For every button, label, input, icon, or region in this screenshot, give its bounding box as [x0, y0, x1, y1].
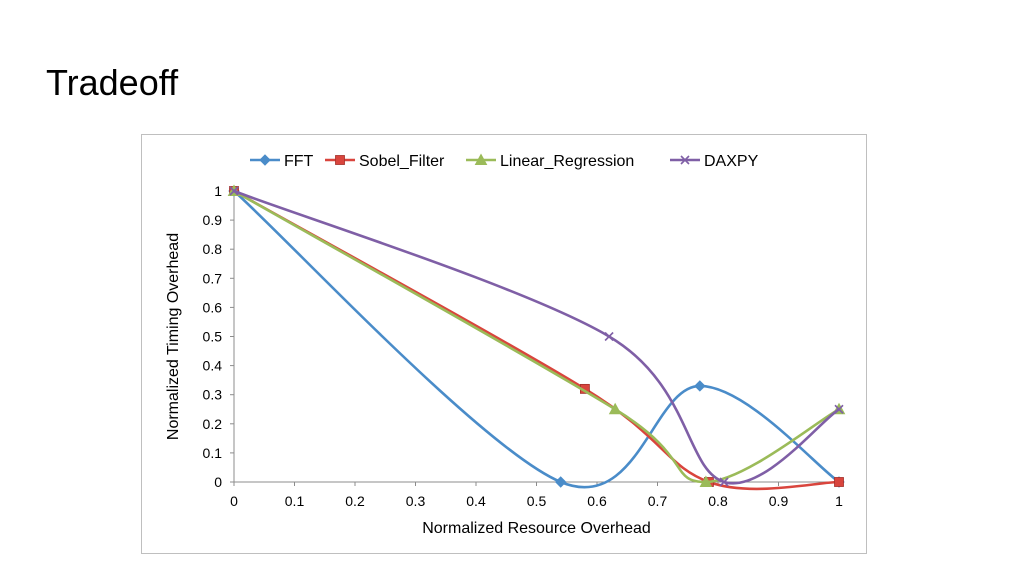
y-tick-label: 0.9: [203, 212, 223, 228]
legend-marker: [335, 155, 345, 165]
legend-item: FFT: [250, 153, 314, 170]
series-line: [232, 189, 841, 489]
series-line: [232, 189, 841, 485]
legend-label: DAXPY: [704, 153, 759, 170]
x-tick-label: 1: [835, 493, 843, 509]
y-tick-label: 0.4: [203, 358, 223, 374]
x-tick-label: 0.7: [648, 493, 668, 509]
data-point: [834, 404, 844, 414]
legend-item: Sobel_Filter: [325, 153, 445, 170]
y-tick-label: 0.1: [203, 445, 223, 461]
x-tick-label: 0.6: [587, 493, 607, 509]
chart-ticks: 0 0.1 0.2 0.3 0.4 0.5 0.6 0.7 0.8 0.9 1 0 0.1 0.2 0.3 0…: [203, 183, 844, 509]
chart-series-layer: [227, 184, 846, 491]
data-point: [604, 331, 614, 342]
legend-item: DAXPY: [670, 153, 759, 170]
x-tick-label: 0.1: [285, 493, 305, 509]
data-point: [608, 402, 622, 415]
legend-marker: [259, 154, 271, 166]
legend-label: FFT: [284, 153, 314, 170]
y-tick-label: 0.2: [203, 416, 223, 432]
y-tick-label: 0.5: [203, 329, 223, 345]
series-linear-regression: [227, 184, 846, 487]
chart-frame: 0 0.1 0.2 0.3 0.4 0.5 0.6 0.7 0.8 0.9 1 0 0.1 0.2 0.3 0…: [141, 134, 867, 554]
y-tick-label: 0: [214, 474, 222, 490]
x-tick-label: 0.9: [769, 493, 789, 509]
x-tick-label: 0.5: [527, 493, 547, 509]
series-line: [232, 189, 841, 484]
y-tick-label: 1: [214, 183, 222, 199]
chart-axes: [233, 187, 841, 483]
series-sobel-filter: [229, 186, 844, 491]
x-tick-label: 0.2: [345, 493, 365, 509]
legend-item: Linear_Regression: [466, 153, 634, 170]
data-point: [719, 477, 729, 487]
x-tick-label: 0.4: [466, 493, 486, 509]
x-axis-label: Normalized Resource Overhead: [422, 520, 651, 537]
data-point: [699, 475, 713, 487]
y-tick-label: 0.3: [203, 387, 223, 403]
y-tick-label: 0.6: [203, 299, 223, 315]
y-axis-label: Normalized Timing Overhead: [165, 233, 182, 440]
x-tick-label: 0: [230, 493, 238, 509]
x-tick-label: 0.8: [708, 493, 728, 509]
data-point: [229, 186, 239, 196]
data-point: [554, 476, 567, 488]
series-daxpy: [229, 186, 844, 487]
y-tick-label: 0.8: [203, 241, 223, 257]
chart-legend: FFT Sobel_Filter Linear_Regression DAXPY: [250, 153, 759, 170]
series-fft: [228, 185, 845, 489]
legend-label: Linear_Regression: [500, 153, 634, 170]
x-tick-label: 0.3: [406, 493, 426, 509]
legend-marker: [474, 153, 488, 165]
line-chart: 0 0.1 0.2 0.3 0.4 0.5 0.6 0.7 0.8 0.9 1 0 0.1 0.2 0.3 0…: [165, 153, 846, 537]
slide-title: Tradeoff: [46, 62, 179, 103]
legend-marker: [680, 155, 690, 165]
legend-label: Sobel_Filter: [359, 153, 445, 170]
data-point: [694, 380, 706, 392]
series-line: [232, 189, 841, 491]
data-point: [834, 477, 844, 487]
y-tick-label: 0.7: [203, 270, 223, 286]
